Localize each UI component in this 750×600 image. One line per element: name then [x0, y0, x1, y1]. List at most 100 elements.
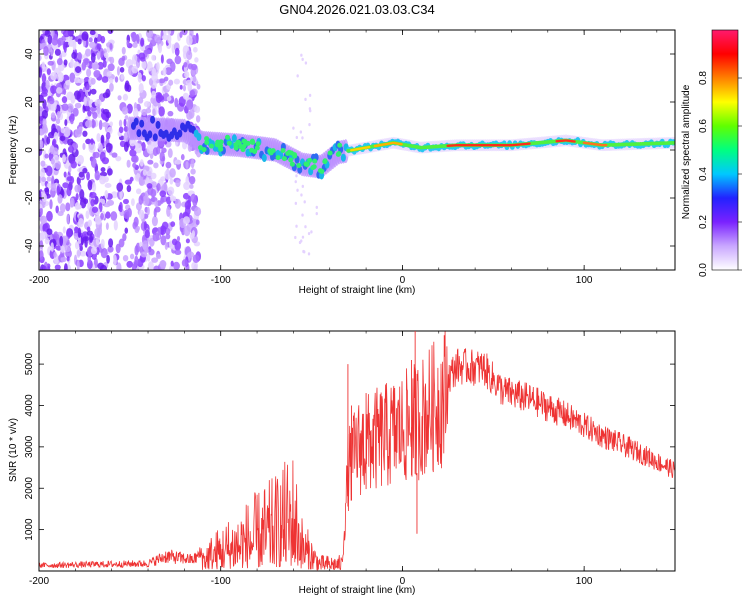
noise-speckle [52, 138, 57, 148]
noise-speckle [45, 186, 50, 197]
noise-speckle [181, 30, 188, 36]
noise-speckle [146, 182, 153, 189]
noise-speckle [174, 159, 182, 165]
ridge-highlight [215, 139, 221, 145]
noise-speckle [60, 127, 66, 134]
noise-speckle [108, 78, 114, 84]
noise-speckle [150, 181, 157, 188]
noise-speckle [121, 46, 126, 55]
noise-speckle [148, 248, 155, 256]
noise-speckle [189, 232, 195, 240]
noise-speckle [90, 77, 96, 85]
ridge-highlight [337, 142, 343, 148]
noise-speckle [44, 153, 49, 159]
noise-speckle [88, 41, 97, 49]
noise-speckle [190, 63, 198, 71]
noise-speckle [89, 191, 97, 199]
noise-speckle [151, 54, 156, 61]
noise-speckle [137, 97, 144, 104]
colorbar-ticks: 0.0 0.2 0.4 0.6 0.8 [698, 71, 742, 277]
noise-speckle [62, 182, 69, 189]
noise-speckle [140, 37, 145, 46]
snr-y-label: SNR (10 * v/v) [8, 418, 19, 482]
noise-speckle [79, 250, 87, 257]
noise-speckle [99, 171, 108, 177]
noise-speckle [192, 198, 198, 207]
ridge-highlight [311, 164, 317, 170]
noise-speckle [63, 171, 67, 178]
noise-speckle [61, 96, 68, 104]
noise-speckle [154, 206, 161, 213]
noise-speckle [182, 192, 190, 200]
noise-speckle [64, 246, 71, 252]
ridge-highlight [204, 140, 210, 146]
noise-speckle [183, 181, 191, 191]
noise-speckle [98, 119, 103, 131]
noise-speckle [170, 221, 176, 228]
noise-speckle [123, 141, 129, 152]
noise-speckle [44, 30, 51, 37]
noise-speckle [94, 99, 102, 108]
noise-speckle [62, 226, 66, 234]
spectrogram-x-tick-label: 0 [400, 275, 406, 286]
noise-speckle [117, 95, 122, 101]
noise-speckle [132, 108, 139, 119]
noise-speckle [142, 240, 149, 251]
noise-speckle [159, 260, 167, 268]
noise-speckle [62, 154, 67, 163]
noise-speckle [76, 176, 81, 185]
noise-speckle [40, 231, 48, 240]
ridge-highlight [280, 147, 286, 153]
noise-speckle [77, 167, 85, 173]
noise-speckle [90, 88, 97, 95]
noise-speckle [75, 192, 79, 201]
ridge-highlight [226, 140, 232, 146]
noise-speckle [59, 235, 64, 247]
ridge-highlight [336, 151, 342, 157]
snr-x-tick-label: -200 [29, 576, 49, 587]
noise-speckle [174, 249, 182, 256]
noise-speckle [147, 261, 154, 270]
noise-speckle [101, 157, 110, 165]
noise-speckle [57, 194, 63, 204]
noise-speckle [308, 107, 312, 111]
noise-speckle [152, 232, 160, 242]
noise-speckle [304, 61, 308, 65]
noise-speckle [195, 115, 201, 123]
noise-speckle [88, 142, 96, 153]
noise-speckle [41, 109, 48, 119]
noise-speckle [191, 261, 199, 270]
noise-speckle [77, 78, 85, 84]
noise-speckle [185, 238, 190, 244]
noise-speckle [149, 237, 155, 247]
noise-speckle [49, 144, 55, 155]
noise-speckle [176, 235, 181, 242]
noise-speckle [74, 66, 82, 74]
snr-y-tick-label: 3000 [24, 435, 35, 458]
noise-speckle [196, 83, 201, 90]
noise-speckle [141, 141, 146, 152]
noise-speckle [146, 61, 153, 72]
noise-speckle [182, 50, 188, 60]
noise-speckle [141, 75, 146, 82]
noise-speckle [66, 176, 73, 182]
noise-speckle [66, 256, 70, 262]
noise-speckle [91, 182, 97, 193]
ridge-core [136, 129, 142, 138]
noise-speckle [41, 176, 47, 183]
noise-speckle [93, 36, 98, 45]
noise-speckle [158, 106, 165, 117]
noise-speckle [79, 197, 87, 209]
noise-speckle [166, 96, 172, 102]
noise-speckle [193, 206, 202, 217]
noise-speckle [167, 186, 175, 196]
noise-speckle [78, 171, 85, 178]
noise-speckle [151, 257, 159, 263]
noise-speckle [63, 126, 71, 138]
noise-speckle [162, 67, 167, 76]
noise-speckle [152, 147, 159, 157]
noise-speckle [174, 55, 182, 65]
noise-speckle [169, 168, 176, 178]
noise-speckle [160, 54, 164, 64]
noise-speckle [156, 182, 161, 192]
